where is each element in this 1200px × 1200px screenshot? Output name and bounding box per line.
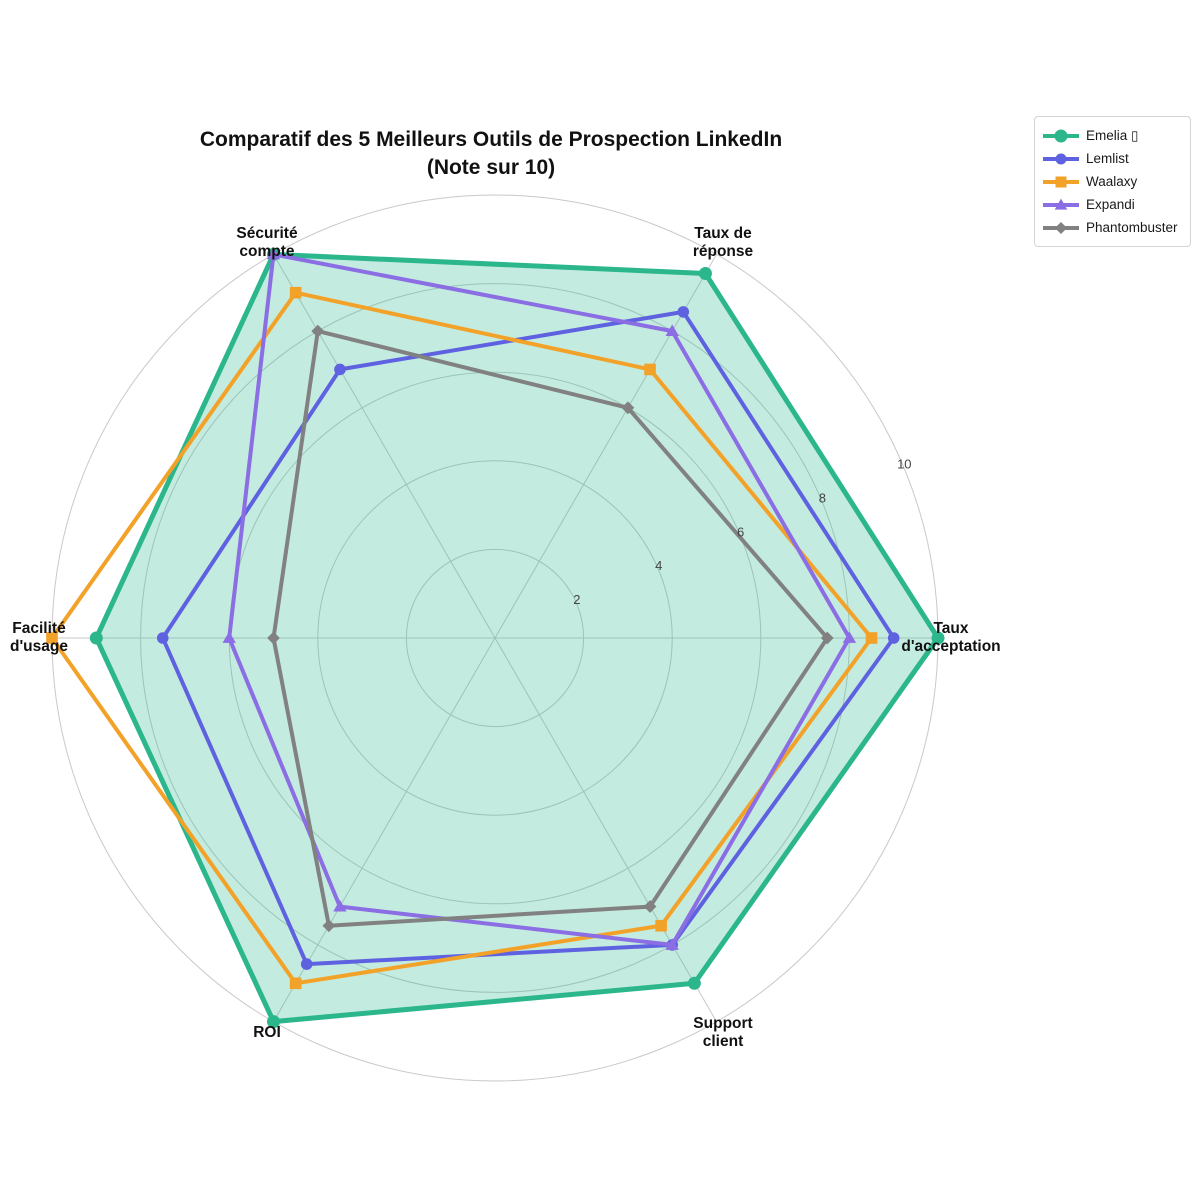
series-point-emelia-1	[698, 267, 712, 281]
axis-spoke-s-curit-compte	[273, 254, 496, 639]
legend-marker-expandi-icon	[1043, 198, 1079, 210]
radial-tick-label-4: 4	[655, 558, 662, 573]
legend-glyph-emelia	[1054, 129, 1068, 142]
legend-item-expandi[interactable]: Expandi	[1043, 193, 1178, 216]
series-point-expandi-1	[665, 324, 679, 337]
axis-spoke-support-client	[494, 637, 717, 1022]
series-point-phantombuster-4	[322, 919, 336, 933]
legend: Emelia ▯ Lemlist Waalaxy Expandi Phantom…	[1034, 116, 1191, 247]
series-point-expandi-4	[333, 899, 347, 912]
series-point-waalaxy-3	[46, 632, 58, 644]
legend-marker-emelia-icon	[1043, 129, 1079, 142]
legend-item-lemlist[interactable]: Lemlist	[1043, 147, 1178, 170]
legend-glyph-lemlist	[1055, 153, 1067, 164]
legend-label-emelia: Emelia ▯	[1086, 127, 1139, 143]
series-point-expandi-0	[842, 631, 857, 643]
series-point-expandi-5	[665, 938, 679, 950]
axis-spoke-roi	[273, 637, 496, 1022]
legend-glyph-waalaxy	[1055, 176, 1067, 187]
series-point-waalaxy-2	[289, 286, 302, 299]
chart-title-line2: (Note sur 10)	[426, 156, 556, 179]
series-point-expandi-2	[266, 247, 281, 260]
series-point-phantombuster-1	[621, 401, 635, 415]
series-point-waalaxy-5	[655, 919, 667, 932]
radial-tick-label-6: 6	[737, 524, 744, 539]
legend-item-emelia[interactable]: Emelia ▯	[1043, 124, 1178, 147]
legend-glyph-expandi	[1054, 198, 1068, 210]
series-point-lemlist-1	[677, 306, 690, 318]
series-point-phantombuster-2	[311, 324, 325, 338]
legend-marker-phantombuster-icon	[1043, 221, 1079, 234]
series-point-phantombuster-5	[643, 900, 657, 913]
axis-label-taux-de-r-ponse: Taux de réponse	[692, 225, 754, 261]
radial-tick-label-2: 2	[573, 592, 580, 607]
series-point-phantombuster-0	[820, 631, 834, 645]
axis-label-taux-d-acceptation: Taux d'acceptation	[901, 620, 1001, 655]
series-point-expandi-3	[222, 631, 236, 643]
legend-label-waalaxy: Waalaxy	[1086, 174, 1138, 189]
series-line-emelia	[93, 251, 941, 1025]
legend-item-phantombuster[interactable]: Phantombuster	[1043, 216, 1178, 239]
series-point-waalaxy-0	[865, 632, 878, 644]
legend-label-expandi: Expandi	[1086, 197, 1135, 212]
legend-label-lemlist: Lemlist	[1086, 151, 1129, 166]
series-point-emelia-0	[931, 631, 945, 645]
radial-tick-label-10: 10	[897, 457, 911, 472]
series-point-phantombuster-3	[267, 631, 280, 645]
series-point-lemlist-4	[300, 958, 313, 970]
legend-label-phantombuster: Phantombuster	[1086, 220, 1178, 235]
series-point-lemlist-3	[156, 632, 169, 644]
legend-item-waalaxy[interactable]: Waalaxy	[1043, 170, 1178, 193]
axis-spoke-taux-de-r-ponse	[494, 254, 717, 639]
axis-label-s-curit-compte: Sécurité compte	[236, 225, 298, 261]
series-point-lemlist-2	[334, 363, 346, 376]
axis-label-support-client: Support client	[693, 1014, 753, 1050]
series-point-lemlist-0	[887, 632, 900, 644]
radial-tick-label-8: 8	[819, 490, 826, 505]
axis-label-roi: ROI	[253, 1023, 281, 1041]
series-point-emelia-4	[267, 1015, 280, 1029]
legend-marker-lemlist-icon	[1043, 153, 1079, 164]
series-point-emelia-5	[687, 976, 701, 990]
chart-title-line1: Comparatif des 5 Meilleurs Outils de Pro…	[199, 128, 783, 151]
series-point-emelia-3	[89, 631, 103, 645]
legend-glyph-phantombuster	[1054, 221, 1068, 234]
chart-title: Comparatif des 5 Meilleurs Outils de Pro…	[200, 126, 782, 182]
series-point-waalaxy-1	[644, 363, 656, 376]
axis-label-facilit-d-usage: Facilité d'usage	[10, 620, 68, 655]
series-point-waalaxy-4	[289, 977, 302, 990]
legend-marker-waalaxy-icon	[1043, 176, 1079, 187]
